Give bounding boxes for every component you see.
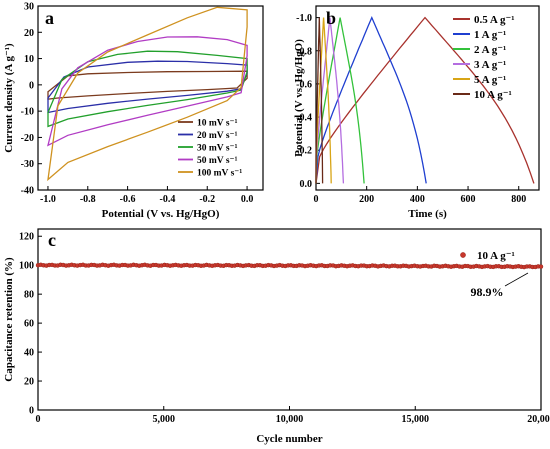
cv-curve-3 — [47, 50, 248, 128]
panel-b-ytick-label: 0.0 — [300, 179, 313, 190]
panel-a-ytick-label: -30 — [21, 159, 34, 170]
panel-a-frame — [37, 5, 264, 191]
panel-a-legend-label: 10 mV s⁻¹ — [197, 119, 238, 129]
panel-c-ytick-label: 40 — [24, 348, 34, 359]
panel-a-xtick-label: -0.4 — [160, 194, 176, 205]
panel-a-xtick-label: -1.0 — [40, 194, 56, 205]
panel-a-legend-label: 100 mV s⁻¹ — [197, 169, 242, 179]
panel-a-xtick-label: -0.2 — [199, 194, 215, 205]
panel-b-legend-label: 0.5 A g⁻¹ — [474, 14, 515, 26]
panel-b-xtick-label: 400 — [410, 194, 425, 205]
panel-a-legend-label: 20 mV s⁻¹ — [197, 131, 238, 141]
panel-c-ylabel: Capacitance retention (%) — [3, 257, 15, 382]
panel-c-xlabel: Cycle number — [256, 433, 322, 445]
panel-b-ytick-label: -0.6 — [296, 79, 312, 90]
panel-a-ylabel: Current density (A g⁻¹) — [3, 43, 15, 153]
cv-curve-4 — [47, 36, 248, 147]
panel-c-label: c — [48, 230, 56, 250]
panel-a-xtick-label: -0.6 — [120, 194, 136, 205]
panel-b-xtick-label: 200 — [359, 194, 374, 205]
gcd-curve-6 — [315, 17, 324, 184]
panel-b-ytick-label: -0.4 — [296, 113, 312, 124]
panel-a-xtick-label: -0.8 — [80, 194, 96, 205]
panel-c-xtick-label: 10,000 — [276, 414, 304, 425]
panel-c-annotation: 98.9% — [471, 285, 504, 299]
panel-b-ytick-label: -1.0 — [296, 13, 312, 24]
panel-b-legend-label: 1 A g⁻¹ — [474, 29, 506, 41]
gcd-curve-2 — [315, 15, 427, 184]
panel-b-legend-label: 5 A g⁻¹ — [474, 74, 506, 86]
panel-c-ytick-label: 80 — [24, 290, 34, 301]
panel-b-frame — [315, 5, 540, 191]
panel-c-ytick-label: 120 — [19, 232, 34, 243]
panel-b-xtick-label: 600 — [461, 194, 476, 205]
panel-a-ytick-label: 0 — [29, 80, 34, 91]
panel-a-ytick-label: -40 — [21, 186, 34, 197]
panel-c-xtick-label: 20,000 — [527, 414, 550, 425]
panel-b-label: b — [326, 8, 336, 28]
panel-b-ytick-label: -0.8 — [296, 46, 312, 57]
panel-b-xtick-label: 800 — [511, 194, 526, 205]
panel-a-ytick-label: -20 — [21, 133, 34, 144]
panel-b-legend-label: 2 A g⁻¹ — [474, 44, 506, 56]
panel-c-annotation-pointer — [504, 272, 529, 287]
gcd-curve-4 — [315, 17, 345, 184]
panel-c-legend-label: 10 A g⁻¹ — [477, 250, 515, 262]
panel-a-ytick-label: 20 — [24, 28, 34, 39]
panel-a-legend-label: 30 mV s⁻¹ — [197, 144, 238, 154]
panel-a-legend-label: 50 mV s⁻¹ — [197, 156, 238, 166]
gcd-curve-3 — [315, 17, 365, 184]
panel-b-ytick-label: -0.2 — [296, 146, 312, 157]
gcd-curve-5 — [315, 17, 332, 184]
panel-a-ytick-label: -10 — [21, 107, 34, 118]
panel-c-xtick-label: 5,000 — [153, 414, 176, 425]
panel-a-xtick-label: 0.0 — [241, 194, 254, 205]
panel-b-ylabel: Potential (V vs. Hg/HgO) — [293, 39, 305, 157]
panel-c-xtick-label: 0 — [36, 414, 41, 425]
panel-c-ytick-label: 0 — [29, 406, 34, 417]
panel-c-legend-marker — [460, 252, 466, 258]
panel-a-ytick-label: 30 — [24, 2, 34, 13]
panel-c-ytick-label: 60 — [24, 319, 34, 330]
panel-a-xlabel: Potential (V vs. Hg/HgO) — [102, 208, 220, 220]
panel-c-xtick-label: 15,000 — [402, 414, 430, 425]
panel-c-ytick-label: 100 — [19, 261, 34, 272]
panel-c-markers — [35, 262, 544, 270]
gcd-curve-1 — [315, 16, 535, 184]
panel-c-ytick-label: 20 — [24, 377, 34, 388]
cycle-point — [538, 264, 544, 269]
panel-a-label: a — [45, 8, 54, 28]
cv-curve-5 — [47, 6, 248, 182]
panel-b-xlabel: Time (s) — [408, 208, 447, 220]
panel-b-legend-label: 10 A g⁻¹ — [474, 89, 512, 101]
panel-b-legend-label: 3 A g⁻¹ — [474, 59, 506, 71]
panel-b-xtick-label: 0 — [314, 194, 319, 205]
panel-a-ytick-label: 10 — [24, 54, 34, 65]
